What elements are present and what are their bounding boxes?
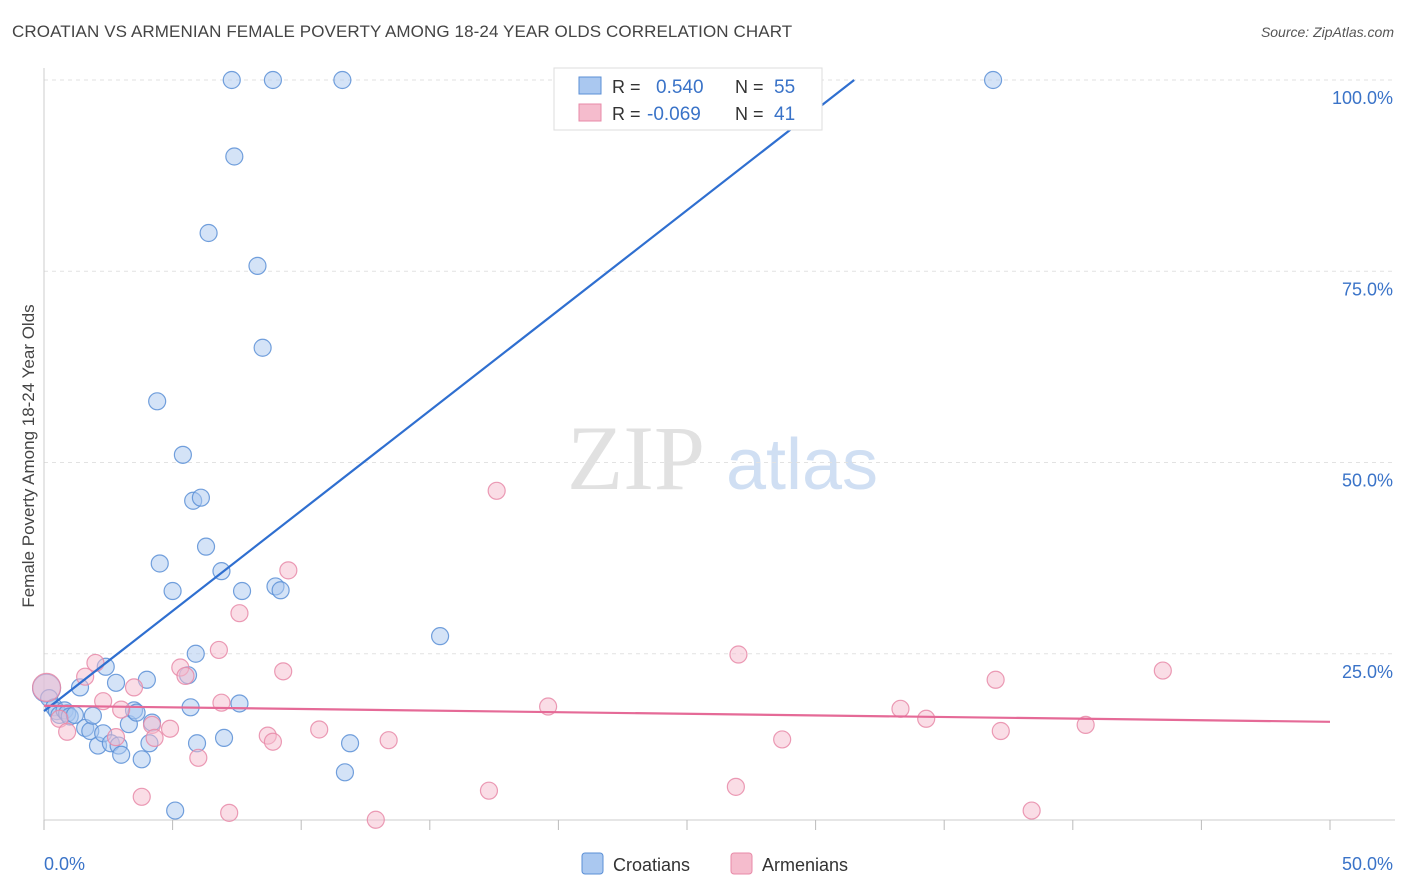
armenian-point [479,781,499,800]
y-tick-label: 50.0% [1342,471,1393,491]
croatian-point [106,673,126,692]
armenian-point [106,728,126,747]
croatians-trendline [43,79,855,712]
armenian-point [726,777,745,796]
croatian-point [263,70,283,90]
croatians-r-label: R = [612,77,641,97]
armenian-point [112,700,131,719]
armenian-point [310,720,329,739]
croatian-point [248,256,267,275]
croatian-point [150,554,169,573]
armenians-trendline [43,704,1331,723]
armenian-point [366,810,385,829]
x-tick-label-max: 50.0% [1342,854,1393,874]
armenian-point [132,787,151,806]
armenian-point [1153,661,1172,680]
armenian-point [729,645,748,664]
legend-croatians-label: Croatians [613,855,690,875]
bottom-legend: Croatians Armenians [581,852,848,875]
croatians-n-value: 55 [774,77,795,98]
armenians-swatch [578,103,602,122]
croatian-point [230,694,249,713]
armenian-point [1022,801,1041,820]
croatian-point [148,392,167,411]
armenian-point [176,666,195,686]
croatians-n-label: N = [735,77,764,97]
croatian-point [271,581,290,600]
croatian-point [232,581,252,601]
armenian-point [263,732,283,751]
armenian-point [31,672,62,703]
armenians-r-label: R = [612,104,641,124]
croatian-point [199,223,218,243]
armenian-point [539,697,558,716]
x-tick-label-min: 0.0% [44,854,85,874]
source-label: Source: ZipAtlas.com [1260,24,1394,40]
armenian-point [279,561,298,580]
armenian-point [209,640,228,660]
armenian-point [917,709,936,728]
watermark-atlas: atlas [726,425,878,505]
gridlines [44,79,1395,655]
y-tick-labels: 100.0% 75.0% 50.0% 25.0% [1332,88,1393,682]
croatian-point [340,734,360,753]
armenian-point [991,721,1010,741]
armenian-point [76,667,95,686]
croatian-point [225,147,244,166]
croatian-point [173,445,192,464]
croatian-point [430,627,450,646]
armenian-point [773,730,792,749]
armenian-point [1076,715,1095,734]
y-axis-label: Female Poverty Among 18-24 Year Olds [19,304,38,607]
armenian-point [189,748,208,767]
croatian-point [191,488,210,507]
croatian-point [214,728,234,748]
croatian-point [112,745,131,764]
armenian-point [230,604,249,623]
croatian-point [333,70,352,90]
croatian-point [166,801,185,820]
croatians-swatch [578,76,602,95]
armenian-point [891,699,910,718]
chart-title: CROATIAN VS ARMENIAN FEMALE POVERTY AMON… [12,22,793,41]
stats-legend: R = 0.540 N = 55 R = -0.069 N = 41 [553,67,823,131]
watermark-zip: ZIP [567,407,705,509]
armenians-r-value: -0.069 [647,104,701,125]
armenian-point [487,481,506,500]
armenian-point [274,662,293,681]
armenians-points [31,481,1172,829]
axes [43,68,1395,830]
trendlines [43,79,1331,723]
croatian-point [222,70,241,90]
armenian-point [220,803,239,822]
legend-armenians-label: Armenians [762,855,848,875]
armenian-point [124,678,144,697]
croatian-point [132,750,151,769]
armenian-point [379,731,398,750]
armenian-point [86,653,105,673]
croatian-point [983,70,1003,90]
armenians-n-label: N = [735,104,764,124]
croatian-point [253,338,272,357]
legend-armenians-swatch [730,852,753,875]
croatian-point [335,763,355,782]
croatian-point [163,581,182,601]
y-tick-label: 25.0% [1342,662,1393,682]
legend-croatians-swatch [581,852,604,875]
croatians-r-value: 0.540 [656,77,704,98]
armenian-point [986,670,1005,689]
croatian-point [196,537,216,556]
armenian-point [145,728,164,748]
croatian-point [186,644,205,663]
armenian-point [58,722,77,741]
armenians-n-value: 41 [774,104,795,125]
y-tick-label: 100.0% [1332,88,1393,108]
croatian-point [83,706,102,725]
armenian-point [160,719,180,738]
y-tick-label: 75.0% [1342,279,1393,299]
